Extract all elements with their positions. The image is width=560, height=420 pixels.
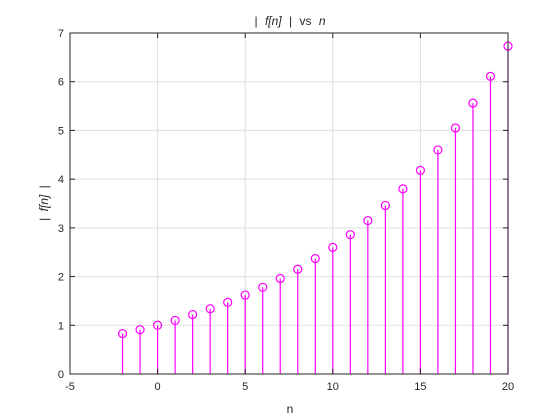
axes bbox=[69, 32, 509, 375]
stem-marker bbox=[188, 309, 198, 320]
ylabel-bar-right: | bbox=[37, 185, 51, 188]
y-tick-label: 2 bbox=[58, 272, 64, 284]
stem-marker bbox=[153, 320, 163, 330]
y-tick-label: 3 bbox=[58, 223, 64, 235]
stem-marker bbox=[328, 242, 338, 252]
stem-marker bbox=[240, 290, 250, 300]
stem-marker bbox=[450, 123, 461, 133]
x-tick-label: 20 bbox=[502, 381, 514, 393]
stem-marker bbox=[485, 71, 496, 81]
stem-marker bbox=[433, 145, 443, 155]
stem-marker bbox=[275, 273, 285, 284]
title-n: n bbox=[319, 14, 326, 28]
title-fn: f[n] bbox=[265, 14, 282, 28]
y-tick-label: 4 bbox=[58, 174, 64, 186]
stem-marker bbox=[258, 282, 268, 292]
x-tick-label: 0 bbox=[155, 381, 161, 393]
x-tick-label: 5 bbox=[242, 381, 248, 393]
y-tick-label: 7 bbox=[58, 28, 64, 40]
y-tick-label: 1 bbox=[58, 320, 64, 332]
stem-marker bbox=[380, 200, 390, 211]
title-vs: vs bbox=[299, 14, 311, 28]
stem-marker bbox=[310, 253, 320, 264]
y-tick-label: 5 bbox=[58, 125, 64, 137]
stem-marker bbox=[223, 297, 233, 307]
y-tick-label: 0 bbox=[58, 369, 64, 381]
x-axis-label: n bbox=[287, 402, 294, 416]
x-tick-label: 15 bbox=[414, 381, 426, 393]
title-bar-left: | bbox=[255, 14, 258, 28]
stem-marker bbox=[293, 264, 303, 274]
chart-title: | f[n] | vs n bbox=[255, 14, 326, 28]
stem-marker bbox=[170, 315, 180, 326]
stem-marker bbox=[363, 215, 373, 226]
x-tick-label: 10 bbox=[327, 381, 339, 393]
axes-box bbox=[69, 32, 509, 375]
title-bar-right: | bbox=[289, 14, 292, 28]
stem-series bbox=[117, 41, 513, 374]
stem-marker bbox=[135, 325, 145, 335]
stem-marker bbox=[415, 165, 425, 175]
stem-marker bbox=[468, 98, 478, 108]
ylabel-bar-left: | bbox=[37, 218, 51, 221]
stem-marker bbox=[205, 304, 215, 314]
x-tick-label: -5 bbox=[65, 381, 75, 393]
stem-marker bbox=[117, 328, 128, 339]
y-tick-label: 6 bbox=[58, 77, 64, 89]
stem-marker bbox=[345, 230, 355, 240]
grid bbox=[69, 32, 509, 375]
ylabel-fn: f[n] bbox=[37, 194, 51, 211]
stem-marker bbox=[398, 184, 408, 194]
y-axis-label: | f[n] | bbox=[37, 185, 51, 221]
